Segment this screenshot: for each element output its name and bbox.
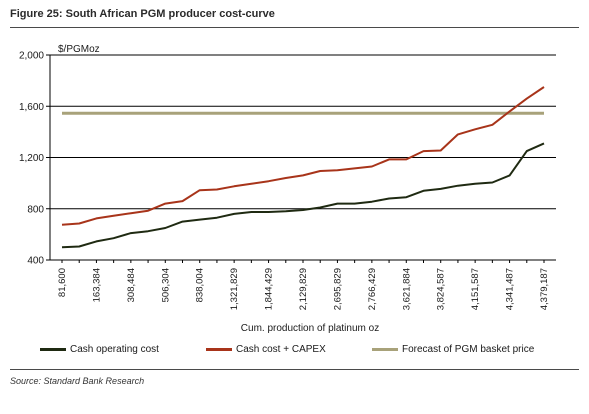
x-tick-label: 506,304 (160, 268, 171, 302)
series-cash-cost-capex (61, 86, 545, 226)
x-tick-label: 4,341,487 (505, 268, 516, 310)
source-note: Source: Standard Bank Research (10, 376, 145, 386)
y-tick-label: 800 (27, 204, 44, 215)
x-tick-label: 4,379,187 (539, 268, 550, 310)
figure-title: Figure 25: South African PGM producer co… (10, 8, 275, 20)
x-tick-label: 2,129,829 (298, 268, 309, 310)
x-tick-label: 2,695,829 (332, 268, 343, 310)
x-tick-label: 81,600 (57, 268, 68, 297)
x-tick-label: 2,766,429 (367, 268, 378, 310)
legend-label-forecast-basket: Forecast of PGM basket price (402, 344, 535, 355)
x-tick-label: 4,151,587 (470, 268, 481, 310)
top-rule (10, 27, 579, 28)
x-tick-label: 838,004 (195, 268, 206, 302)
x-tick-label: 1,844,429 (264, 268, 275, 310)
x-tick-label: 3,621,884 (401, 268, 412, 310)
x-tick-label: 1,321,829 (229, 268, 240, 310)
series-cash-operating-cost (61, 142, 545, 249)
cost-curve-chart: 2,000 1,600 1,200 800 400 81,600 163,384 308,4… (19, 44, 556, 334)
legend-swatch-forecast-basket (372, 348, 398, 351)
legend-swatch-cash-operating-cost (40, 348, 66, 351)
x-tick-label: 3,824,587 (436, 268, 447, 310)
x-tick-label: 308,484 (126, 268, 137, 302)
legend-cash-operating-cost: Cash operating cost (40, 344, 159, 355)
legend-forecast-basket: Forecast of PGM basket price (372, 344, 534, 355)
x-tick-label: 163,384 (91, 268, 102, 302)
legend-label-cash-cost-capex: Cash cost + CAPEX (236, 344, 326, 355)
x-axis-label: Cum. production of platinum oz (241, 323, 379, 334)
y-tick-label: 1,200 (19, 153, 44, 164)
y-tick-label: 400 (27, 256, 44, 267)
bottom-rule (10, 369, 579, 370)
y-tick-label: 1,600 (19, 102, 44, 113)
legend-cash-cost-capex: Cash cost + CAPEX (206, 344, 326, 355)
y-axis-label: $/PGMoz (58, 44, 100, 55)
y-tick-label: 2,000 (19, 51, 44, 62)
legend-label-cash-operating-cost: Cash operating cost (70, 344, 159, 355)
legend-swatch-cash-cost-capex (206, 348, 232, 351)
